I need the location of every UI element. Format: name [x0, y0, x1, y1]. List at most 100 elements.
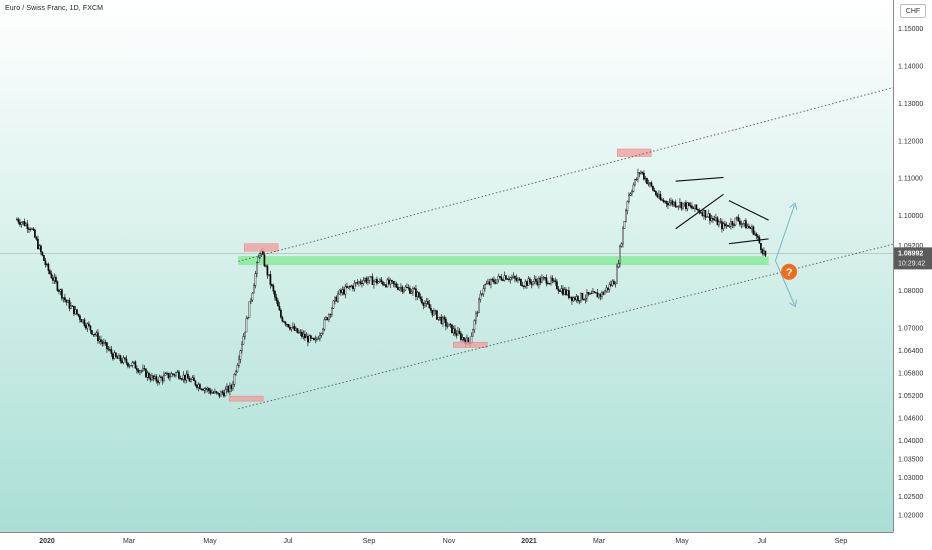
candle-body: [608, 284, 611, 290]
candle-body: [458, 330, 461, 334]
candle-body: [443, 317, 446, 320]
pattern-line-1[interactable]: [675, 176, 724, 182]
candle-body: [401, 286, 404, 292]
price-scale-area[interactable]: [893, 0, 932, 550]
candle-body: [482, 288, 485, 295]
scenario-arrow-down[interactable]: [774, 260, 794, 305]
candle-body: [323, 319, 326, 330]
candle-body: [655, 191, 657, 196]
candle-body: [64, 297, 66, 301]
pivot-marker[interactable]: [228, 395, 264, 402]
candle-body: [143, 368, 146, 370]
channel-upper-line[interactable]: [238, 75, 932, 262]
candle-body: [625, 210, 627, 222]
candle-body: [419, 296, 422, 300]
candle-body: [62, 297, 65, 299]
candle-body: [410, 291, 413, 294]
candle-body: [392, 281, 395, 284]
pattern-line-2[interactable]: [675, 193, 724, 230]
candle-body: [41, 251, 44, 256]
candle-body: [112, 353, 114, 360]
candle-body: [250, 299, 252, 302]
candle-body: [731, 221, 734, 226]
candle-body: [580, 292, 582, 301]
candle-body: [131, 362, 134, 366]
candle-body: [617, 263, 620, 268]
candle-body: [136, 368, 138, 371]
candle-body: [79, 315, 81, 320]
scenario-arrow-up[interactable]: [774, 205, 794, 261]
candle-body: [271, 284, 273, 286]
candle-body: [563, 289, 566, 295]
pivot-marker[interactable]: [617, 148, 652, 157]
candle-body: [241, 344, 243, 351]
candle-body: [157, 381, 159, 383]
candle-body: [106, 342, 108, 349]
candle-body: [289, 326, 291, 330]
x-tick-label: Sep: [363, 538, 376, 545]
candle-body: [238, 359, 240, 366]
candle-body: [202, 389, 204, 391]
candle-body: [308, 335, 311, 343]
currency-button[interactable]: CHF: [900, 4, 926, 18]
candle-body: [58, 290, 60, 292]
candle-body: [548, 283, 551, 285]
candle-body: [334, 296, 336, 302]
pivot-marker[interactable]: [243, 243, 279, 252]
candle-body: [358, 281, 360, 284]
candle-body: [209, 390, 212, 394]
y-tick-label: 1.04600: [898, 415, 923, 422]
candle-body: [740, 223, 743, 225]
candle-body: [44, 260, 47, 266]
candle-body: [559, 290, 561, 292]
candle-body: [31, 228, 33, 230]
candle-body: [376, 278, 378, 284]
candle-body: [491, 279, 494, 281]
candle-body: [761, 249, 764, 254]
candle-body: [688, 202, 690, 206]
candle-body: [379, 279, 381, 283]
candle-body: [121, 360, 123, 363]
candle-body: [407, 287, 410, 289]
candle-body: [343, 289, 345, 295]
candle-body: [703, 210, 705, 216]
candle-body: [248, 301, 251, 318]
candle-body: [83, 319, 86, 326]
pivot-marker[interactable]: [453, 341, 488, 348]
candle-body: [193, 377, 195, 381]
plot-background: [0, 0, 893, 532]
candle-body: [752, 226, 755, 235]
candle-body: [706, 216, 708, 218]
candle-body: [20, 222, 23, 225]
candle-body: [581, 292, 584, 300]
candle-body: [116, 356, 119, 359]
time-axis-area[interactable]: [0, 532, 932, 550]
candle-body: [716, 217, 719, 226]
price-tag-countdown: 10:29:42: [898, 260, 925, 267]
candle-body: [512, 276, 515, 278]
candle-body: [322, 328, 324, 334]
candle-body: [167, 372, 170, 379]
pattern-line-3[interactable]: [728, 200, 769, 221]
candle-body: [223, 392, 225, 397]
candle-body: [244, 331, 246, 337]
candle-body: [40, 245, 42, 253]
candle-body: [754, 233, 756, 235]
candle-body: [217, 392, 219, 394]
candle-body: [179, 377, 182, 380]
question-alert-icon[interactable]: [781, 263, 798, 280]
candle-body: [436, 310, 438, 320]
candle-body: [545, 277, 548, 284]
candle-body: [22, 221, 24, 223]
candle-body: [347, 286, 350, 288]
candle-body: [265, 265, 267, 267]
pattern-line-4[interactable]: [728, 238, 769, 245]
candle-body: [97, 332, 99, 342]
candle-body: [338, 289, 341, 295]
support-zone[interactable]: [238, 256, 769, 266]
candle-body: [296, 328, 299, 334]
candle-body: [317, 338, 320, 340]
candle-body: [434, 310, 437, 312]
